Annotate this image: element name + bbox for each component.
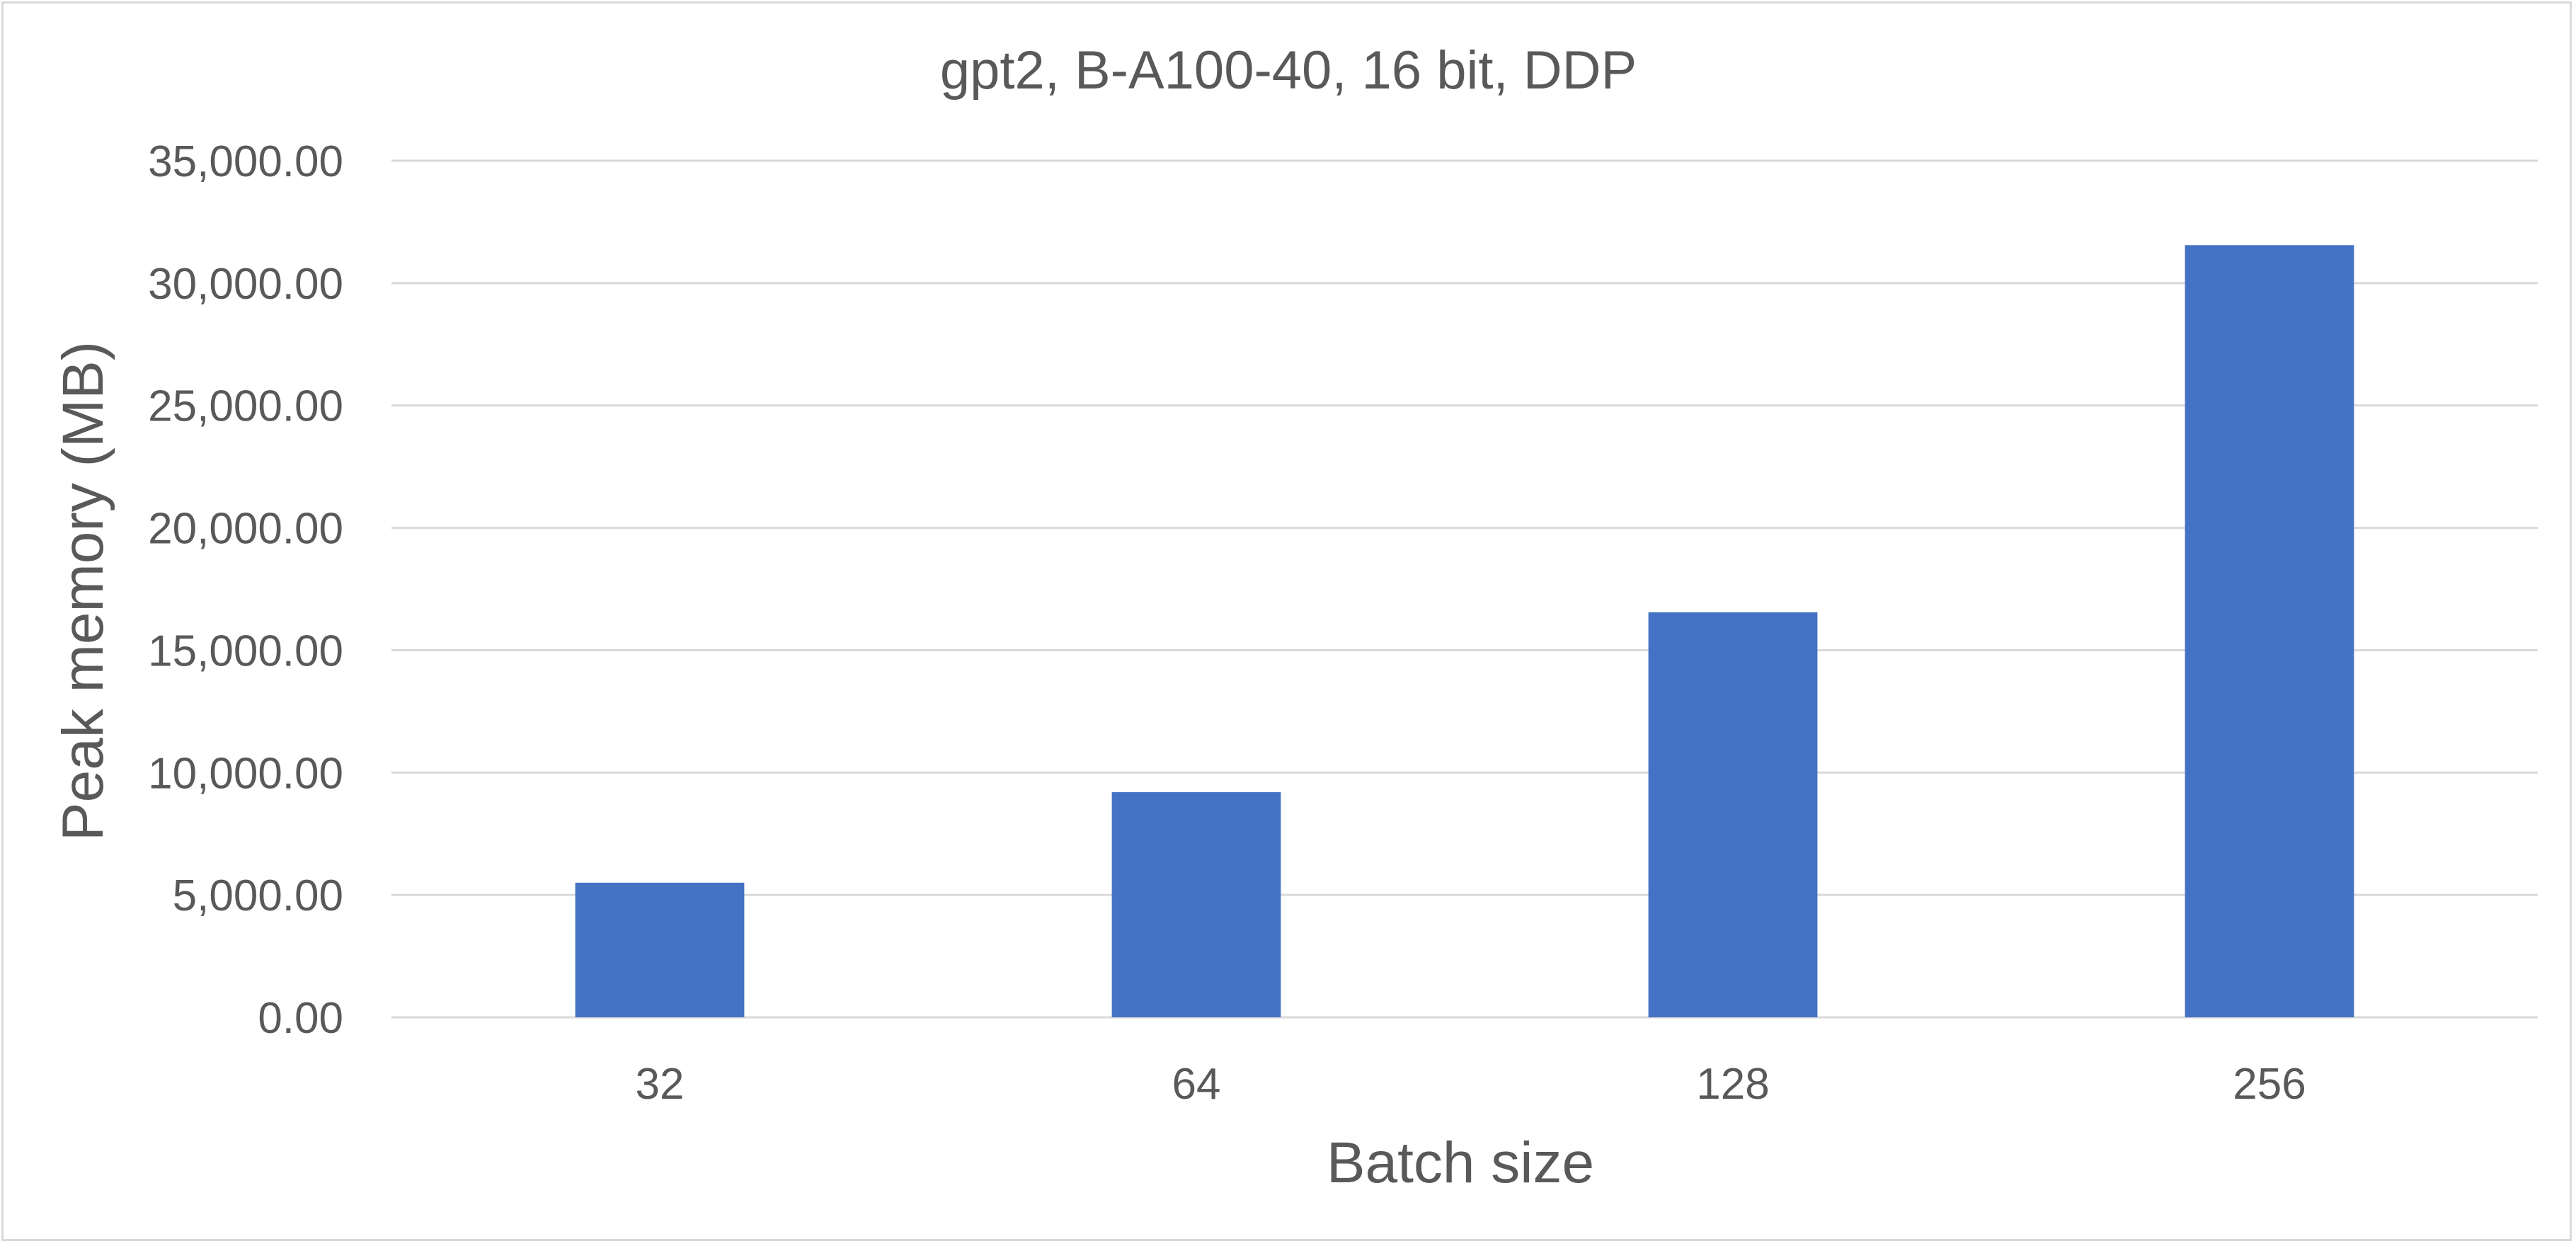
bar-256	[2185, 245, 2354, 1017]
y-tick-label: 25,000.00	[148, 382, 343, 431]
gridlines	[391, 159, 2538, 1019]
y-tick-label: 35,000.00	[148, 137, 343, 186]
x-axis-title: Batch size	[1327, 1131, 1594, 1195]
x-tick-label: 32	[636, 1060, 685, 1109]
chart-title: gpt2, B-A100-40, 16 bit, DDP	[940, 40, 1637, 101]
bar-32	[575, 882, 745, 1017]
x-tick-label: 256	[2233, 1060, 2306, 1109]
y-tick-label: 15,000.00	[148, 627, 343, 675]
y-axis-tick-labels: 0.00 5,000.00 10,000.00 15,000.00 20,000.00 2…	[148, 137, 343, 1043]
bar-128	[1648, 612, 1818, 1017]
y-tick-label: 30,000.00	[148, 260, 343, 309]
y-tick-label: 0.00	[258, 994, 343, 1043]
x-axis-tick-labels: 32 64 128 256	[636, 1060, 2306, 1109]
y-axis-title: Peak memory (MB)	[51, 341, 115, 841]
x-tick-label: 64	[1172, 1060, 1221, 1109]
bar-chart: gpt2, B-A100-40, 16 bit, DDP 0.00 5,000.0…	[51, 40, 2538, 1195]
y-tick-label: 5,000.00	[173, 871, 343, 920]
bars	[575, 245, 2354, 1017]
y-tick-label: 10,000.00	[148, 749, 343, 798]
y-tick-label: 20,000.00	[148, 505, 343, 554]
x-tick-label: 128	[1696, 1060, 1769, 1109]
bar-64	[1111, 791, 1281, 1017]
